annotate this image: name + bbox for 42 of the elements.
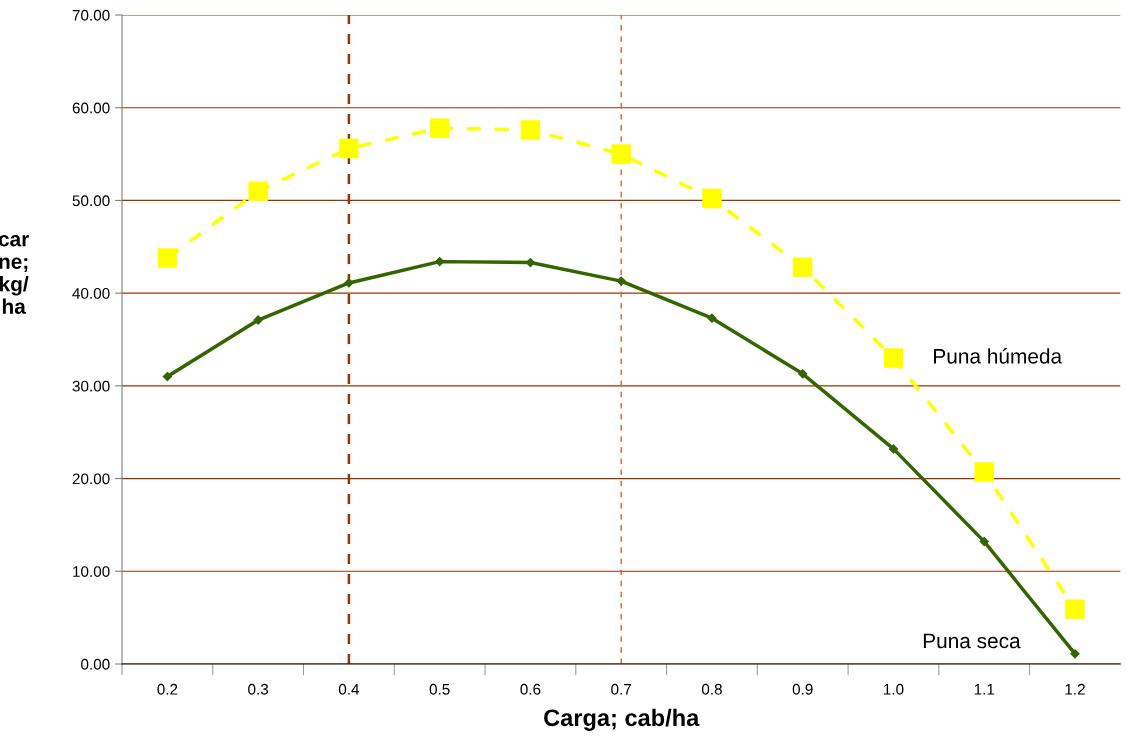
y-tick-label: 70.00	[72, 9, 110, 21]
point	[798, 369, 808, 379]
x-tick-label: 0.8	[701, 683, 722, 695]
point	[339, 138, 359, 159]
point	[611, 144, 631, 164]
y-tick-label: 20.00	[72, 473, 110, 485]
point	[888, 444, 899, 454]
x-tick-label: 0.2	[157, 683, 178, 695]
point	[520, 120, 541, 140]
point	[792, 257, 813, 277]
y-tick-label: 60.00	[72, 102, 110, 114]
x-axis-title: Carga; cab/ha	[544, 708, 700, 731]
point	[1070, 649, 1080, 659]
point	[616, 276, 626, 286]
point	[702, 188, 722, 209]
y-tick-label: 30.00	[72, 380, 110, 392]
y-tick-label: 10.00	[73, 566, 110, 577]
x-tick-label: 0.7	[611, 683, 632, 695]
series-label: Puna húmeda	[934, 348, 1063, 364]
x-tick-label: 0.4	[338, 683, 360, 695]
y-tick-label: 50.00	[72, 195, 110, 207]
point	[979, 536, 989, 547]
point	[157, 248, 178, 268]
x-tick-label: 1.1	[974, 684, 995, 695]
y-tick-label: 0.00	[81, 658, 110, 670]
x-tick-label: 0.5	[429, 683, 450, 695]
point	[883, 348, 904, 368]
point	[253, 315, 263, 325]
x-tick-label: 0.9	[792, 683, 813, 695]
point	[248, 181, 268, 201]
point	[1065, 599, 1085, 620]
series-label: Puna seca	[923, 633, 1021, 649]
point	[707, 313, 717, 323]
point	[429, 118, 450, 138]
x-tick-label: 1.2	[1065, 683, 1085, 695]
x-tick-label: 0.6	[520, 683, 541, 695]
point	[162, 371, 173, 382]
y-tick-label: 40.00	[72, 288, 110, 299]
point	[344, 278, 354, 288]
x-tick-label: 1.0	[884, 683, 904, 695]
x-tick-label: 0.3	[248, 683, 269, 695]
point	[974, 462, 994, 482]
